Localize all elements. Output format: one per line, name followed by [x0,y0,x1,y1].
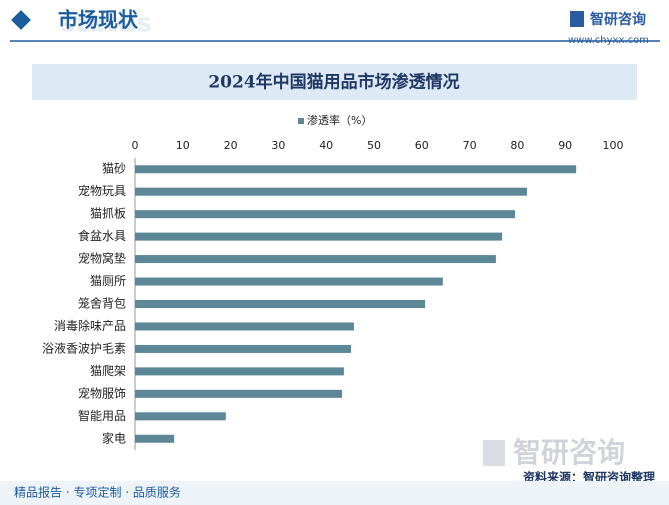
bar [135,255,496,264]
y-tick-label: 笼舍背包 [78,296,126,311]
y-tick-label: 浴液香波护毛素 [42,340,126,355]
bar [135,434,175,443]
logo: 智研咨询 [589,11,646,28]
bar [135,210,516,219]
y-tick-label: 猫砂 [102,162,126,176]
source: 资料来源：智研咨询整理 [523,470,655,485]
title-band [32,64,637,100]
bar [135,389,342,398]
chart-title: 2024年中国猫用品市场渗透情况 [208,72,459,93]
x-tick-label: 30 [271,139,285,152]
logo-icon [570,11,584,27]
section-title: 市场现状 [58,8,139,32]
legend-swatch [298,118,304,124]
bar [135,344,352,353]
bar [135,277,443,286]
bar [135,322,354,331]
bar [135,187,527,196]
y-tick-label: 食盆水具 [78,228,126,243]
y-tick-label: 宠物服饰 [78,385,126,400]
bar [135,232,503,241]
footer-band [0,481,669,505]
y-tick-label: 猫抓板 [90,207,126,221]
big-logo-icon [483,440,505,466]
x-tick-label: 100 [603,139,624,152]
x-tick-label: 20 [224,139,238,152]
bar [135,165,577,174]
y-tick-label: 家电 [102,430,126,445]
header-bg-word: status [60,9,152,39]
bar [135,412,226,421]
big-logo: 智研咨询 [513,436,625,469]
x-tick-label: 70 [463,139,477,152]
x-tick-label: 50 [367,139,381,152]
x-tick-label: 80 [510,139,524,152]
y-tick-label: 猫厕所 [90,274,126,288]
slogan: 精品报告 · 专项定制 · 品质服务 [14,485,181,500]
y-tick-label: 消毒除味产品 [54,318,126,333]
url: www.chyxx.com [568,35,649,46]
y-tick-label: 宠物玩具 [78,183,126,198]
y-tick-label: 宠物窝垫 [78,251,126,266]
y-tick-label: 猫爬架 [90,364,126,378]
header-icon [11,10,31,30]
x-tick-label: 40 [319,139,333,152]
bar [135,300,426,308]
legend-label: 渗透率（%） [307,113,372,127]
x-tick-label: 0 [132,139,139,152]
x-tick-label: 10 [176,139,190,152]
x-tick-label: 90 [558,139,572,152]
y-tick-label: 智能用品 [78,408,126,423]
bar [135,367,344,376]
x-tick-label: 60 [415,139,429,152]
